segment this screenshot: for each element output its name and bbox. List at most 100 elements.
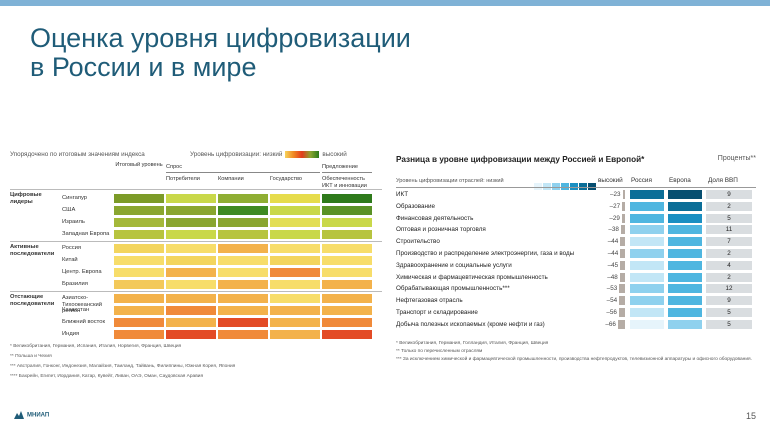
heatmap-cell xyxy=(322,218,372,227)
row-label: Бразилия xyxy=(62,281,88,287)
heatmap-cell xyxy=(322,230,372,239)
heatmap-cell xyxy=(114,206,164,215)
europe-level-cell xyxy=(668,308,702,317)
group-label: Активные последователи xyxy=(10,244,55,257)
heatmap-cell xyxy=(322,294,372,303)
heatmap-cell xyxy=(218,206,268,215)
demand-line xyxy=(166,172,320,173)
industry-label: Обрабатывающая промышленность*** xyxy=(396,285,510,293)
row-label: Центр. Европа xyxy=(62,269,102,275)
gap-bar xyxy=(618,308,625,317)
scale-swatch xyxy=(534,183,542,190)
heatmap-cell xyxy=(114,268,164,277)
gap-bar xyxy=(617,319,625,329)
europe-level-cell xyxy=(668,249,702,258)
heatmap-cell xyxy=(218,330,268,339)
heatmap-cell xyxy=(322,268,372,277)
heatmap-cell xyxy=(270,280,320,289)
industry-label: Химическая и фармацевтическая промышленн… xyxy=(396,273,548,281)
industry-level-legend: Уровень цифровизации отраслей: низкий xyxy=(396,178,504,184)
gdp-share: 4 xyxy=(706,260,752,270)
russia-level-cell xyxy=(630,237,664,247)
gap-bar xyxy=(620,237,625,247)
gap-bar xyxy=(619,296,625,306)
row-label: Россия xyxy=(62,245,82,251)
heatmap-cell xyxy=(114,280,164,289)
russia-level-cell xyxy=(630,296,664,306)
heatmap-cell xyxy=(218,318,268,327)
row-label: Западная Европа xyxy=(62,231,110,237)
europe-level-cell xyxy=(668,284,702,294)
gap-chart-unit: Проценты** xyxy=(717,155,756,162)
europe-level-cell xyxy=(668,190,702,199)
russia-level-cell xyxy=(630,284,664,294)
heatmap-cell xyxy=(322,244,372,253)
europe-level-cell xyxy=(668,201,702,211)
row-label: Казахстан xyxy=(62,307,90,313)
group-separator xyxy=(10,291,382,292)
heatmap-cell xyxy=(166,268,216,277)
heatmap-cell xyxy=(114,218,164,227)
col-header-supply: Предложение xyxy=(322,164,358,170)
europe-level-cell xyxy=(668,213,702,223)
gap-value: –38 xyxy=(608,226,619,234)
gap-bar xyxy=(620,260,625,270)
scale-swatch xyxy=(570,183,578,190)
heatmap-cell xyxy=(322,330,372,339)
industry-label: Добыча полезных ископаемых (кроме нефти … xyxy=(396,320,545,328)
heatmap-cell xyxy=(166,306,216,315)
gap-value: –27 xyxy=(609,202,621,210)
heatmap-cell xyxy=(322,256,372,265)
industry-label: Финансовая деятельность xyxy=(396,214,474,222)
right-footnote: *** За исключением химической и фармацев… xyxy=(396,357,752,362)
group-separator xyxy=(10,241,382,242)
heatmap-cell xyxy=(166,256,216,265)
right-footnote: * Великобритания, Германия, Голландия, И… xyxy=(396,341,549,346)
gap-value: –56 xyxy=(606,309,617,316)
heatmap-cell xyxy=(218,280,268,289)
group-label: Отстающие последователи xyxy=(10,294,55,307)
industry-label: Образование xyxy=(396,202,436,210)
left-footnote: *** Австралия, Гонконг, Индонезия, Малай… xyxy=(10,364,236,369)
scale-swatch xyxy=(561,183,569,190)
gdp-share: 7 xyxy=(706,237,752,247)
gdp-share: 11 xyxy=(706,225,752,235)
heatmap-cell xyxy=(166,206,216,215)
group-label: Цифровые лидеры xyxy=(10,192,42,205)
top-accent-bar xyxy=(0,0,770,6)
logo: МНИАП xyxy=(14,411,49,419)
europe-level-cell xyxy=(668,319,702,329)
gdp-share: 12 xyxy=(706,284,752,294)
gap-bar xyxy=(620,225,625,235)
industry-label: Здравоохранение и социальные услуги xyxy=(396,261,512,269)
heatmap-cell xyxy=(270,256,320,265)
heatmap-cell xyxy=(270,218,320,227)
europe-level-cell xyxy=(668,237,702,247)
col-header-0: Потребители xyxy=(166,176,200,182)
heatmap-cell xyxy=(114,230,164,239)
russia-level-cell xyxy=(630,272,664,282)
row-label: Сингапур xyxy=(62,195,88,201)
heatmap-cell xyxy=(114,294,164,303)
heatmap-cell xyxy=(166,294,216,303)
gap-value: –66 xyxy=(605,320,616,328)
heatmap-cell xyxy=(166,244,216,253)
supply-line xyxy=(322,172,372,173)
heatmap-cell xyxy=(270,194,320,203)
col-header-1: Компании xyxy=(218,176,244,182)
europe-level-cell xyxy=(668,272,702,282)
europe-level-cell xyxy=(668,296,702,306)
col-europe-header: Европа xyxy=(669,177,691,184)
heatmap-cell xyxy=(166,230,216,239)
europe-level-cell xyxy=(668,260,702,270)
heatmap-cell xyxy=(270,244,320,253)
gdp-share: 5 xyxy=(706,213,752,223)
gap-bar xyxy=(622,201,625,211)
row-label: Китай xyxy=(62,257,78,263)
level-legend-high: высокий xyxy=(322,151,347,159)
heatmap-cell xyxy=(114,306,164,315)
gdp-share: 9 xyxy=(706,296,752,306)
gap-value: –45 xyxy=(607,261,619,269)
gdp-share: 2 xyxy=(706,201,752,211)
level-gradient xyxy=(285,151,320,158)
